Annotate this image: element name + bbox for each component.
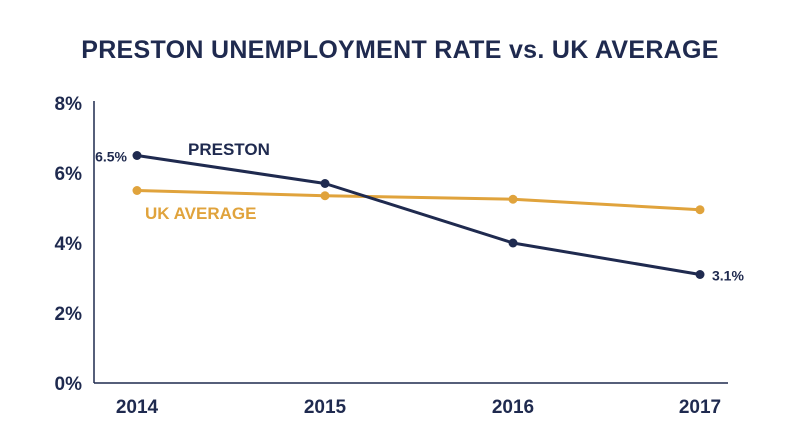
preston-data-point [320,179,330,188]
preston-2017-value-label: 3.1% [712,268,744,284]
uk-average-data-point [695,205,705,215]
preston-data-point [132,151,142,160]
preston-data-point [695,270,705,279]
preston-series-line [136,154,701,276]
uk-average-data-point [132,186,142,195]
uk-average-series-line [136,189,701,212]
y-tick-label: 2% [55,304,83,325]
preston-data-point [508,238,518,248]
y-tick-label: 6% [55,164,83,185]
x-tick-label: 2015 [304,397,347,418]
uk-average-data-point [320,191,330,201]
x-tick-label: 2017 [679,397,721,418]
y-tick-label: 4% [55,234,83,255]
y-tick-label: 8% [55,94,83,115]
uk-average-series-label: UK AVERAGE [145,204,256,223]
preston-2014-value-label: 6.5% [95,149,127,165]
y-tick-label: 0% [55,374,83,395]
chart-title: PRESTON UNEMPLOYMENT RATE vs. UK AVERAGE [81,36,719,64]
uk-average-data-point [508,194,518,204]
x-tick-label: 2014 [116,397,159,418]
preston-series-label: PRESTON [188,140,270,159]
x-tick-label: 2016 [492,397,534,418]
